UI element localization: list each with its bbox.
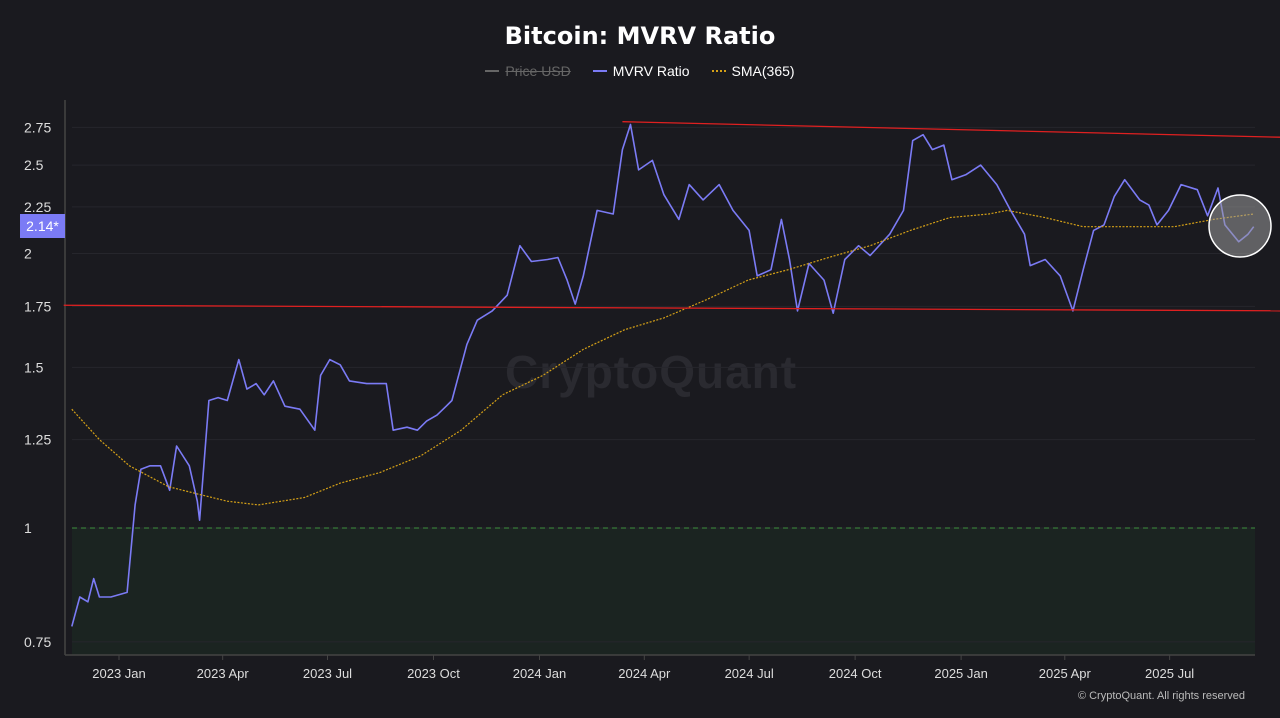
- legend-item-mvrv-ratio[interactable]: MVRV Ratio: [592, 63, 690, 79]
- legend-swatch: [485, 70, 500, 72]
- legend-label: SMA(365): [731, 63, 795, 79]
- x-tick-label: 2023 Oct: [407, 666, 460, 681]
- highlight-circle: [1208, 194, 1272, 258]
- x-tick-label: 2025 Jan: [934, 666, 988, 681]
- y-tick-label: 2: [24, 246, 32, 262]
- undervalued-zone: [72, 528, 1255, 655]
- legend-swatch: [592, 70, 607, 72]
- series-mvrv-ratio: [71, 123, 1255, 627]
- series-sma-365: [71, 209, 1254, 506]
- legend-item-price-usd[interactable]: Price USD: [485, 63, 571, 79]
- x-tick-label: 2024 Jan: [513, 666, 567, 681]
- chart-title: Bitcoin: MVRV Ratio: [504, 22, 776, 50]
- y-tick-label: 1.5: [24, 359, 44, 375]
- y-tick-label: 1: [24, 520, 32, 536]
- support-trendline: [63, 304, 1280, 312]
- x-tick-label: 2025 Apr: [1039, 666, 1092, 681]
- y-tick-label: 1.75: [24, 298, 51, 314]
- y-tick-label: 1.25: [24, 432, 51, 448]
- watermark: CryptoQuant: [505, 346, 798, 398]
- legend-swatch: [711, 70, 726, 72]
- y-tick-label: 2.25: [24, 199, 51, 215]
- x-tick-label: 2024 Jul: [725, 666, 774, 681]
- y-tick-label: 2.75: [24, 119, 51, 135]
- current-value-tag: 2.14*: [20, 214, 65, 238]
- copyright: © CryptoQuant. All rights reserved: [1077, 690, 1245, 702]
- y-tick-label: 0.75: [24, 634, 51, 650]
- y-tick-label: 2.5: [24, 157, 44, 173]
- x-tick-label: 2024 Oct: [829, 666, 882, 681]
- resistance-trendline: [622, 121, 1280, 138]
- x-tick-label: 2025 Jul: [1145, 666, 1194, 681]
- x-tick-label: 2024 Apr: [618, 666, 671, 681]
- legend-item-sma-365[interactable]: SMA(365): [711, 63, 795, 79]
- x-tick-label: 2023 Apr: [197, 666, 250, 681]
- x-tick-label: 2023 Jul: [303, 666, 352, 681]
- legend-label: Price USD: [505, 63, 571, 79]
- x-tick-label: 2023 Jan: [92, 666, 146, 681]
- legend-label: MVRV Ratio: [612, 63, 690, 79]
- legend: Price USD MVRV Ratio SMA(365): [0, 63, 1280, 79]
